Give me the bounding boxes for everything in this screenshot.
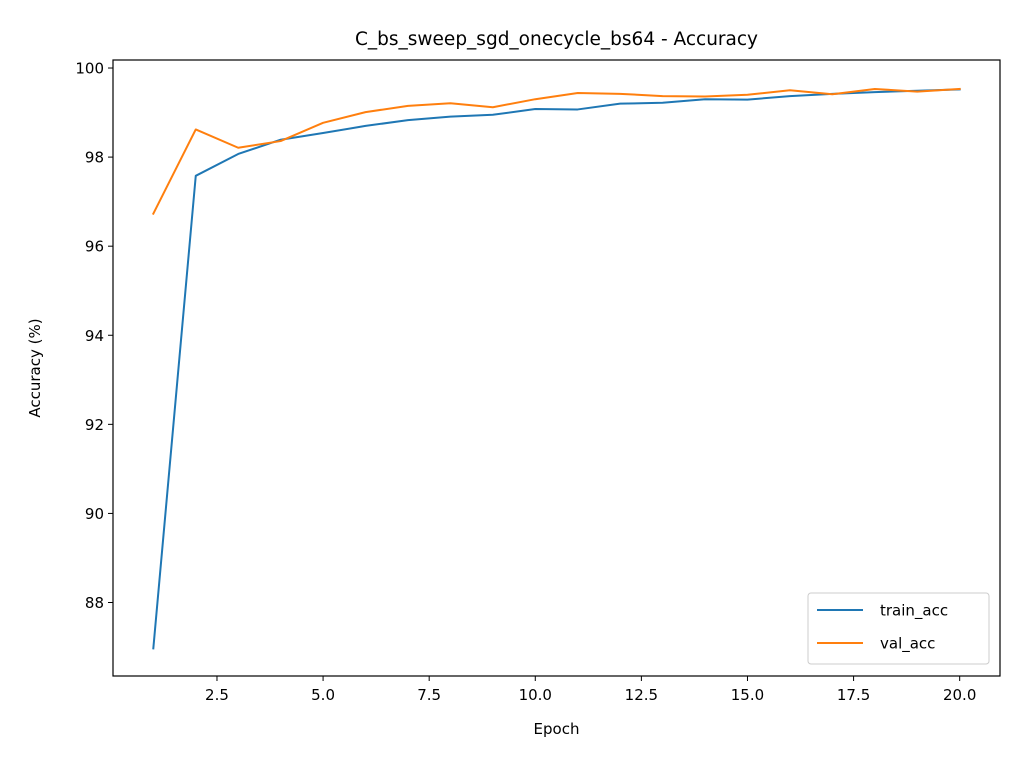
legend-label-val_acc: val_acc [880,635,935,654]
x-tick-label: 5.0 [311,686,335,704]
x-axis-ticks: 2.5 5.0 7.5 10.0 12.5 15.0 17.5 20.0 [205,676,976,704]
y-tick-label: 88 [85,594,104,612]
x-tick-label: 7.5 [417,686,441,704]
x-tick-label: 15.0 [731,686,764,704]
x-tick-label: 12.5 [625,686,658,704]
plot-background [113,60,1000,676]
chart-title: C_bs_sweep_sgd_onecycle_bs64 - Accuracy [355,29,758,50]
legend: train_acc val_acc [807,592,990,665]
y-tick-label: 94 [85,327,104,345]
x-tick-label: 2.5 [205,686,229,704]
series-layer [151,87,961,650]
y-axis-label: Accuracy (%) [26,318,44,417]
series-line-val_acc [151,87,961,216]
plot-area [113,60,1000,676]
y-tick-label: 98 [85,149,104,167]
legend-label-train_acc: train_acc [880,602,948,621]
y-tick-label: 100 [75,60,104,78]
y-tick-label: 92 [85,416,104,434]
x-tick-label: 17.5 [837,686,870,704]
y-tick-label: 96 [85,238,104,256]
y-tick-label: 90 [85,505,104,523]
plot-frame [112,59,1001,677]
x-tick-label: 10.0 [519,686,552,704]
y-axis-ticks: 88 90 92 94 96 98 100 [75,60,113,612]
x-axis-label: Epoch [534,720,580,738]
x-tick-label: 20.0 [943,686,976,704]
